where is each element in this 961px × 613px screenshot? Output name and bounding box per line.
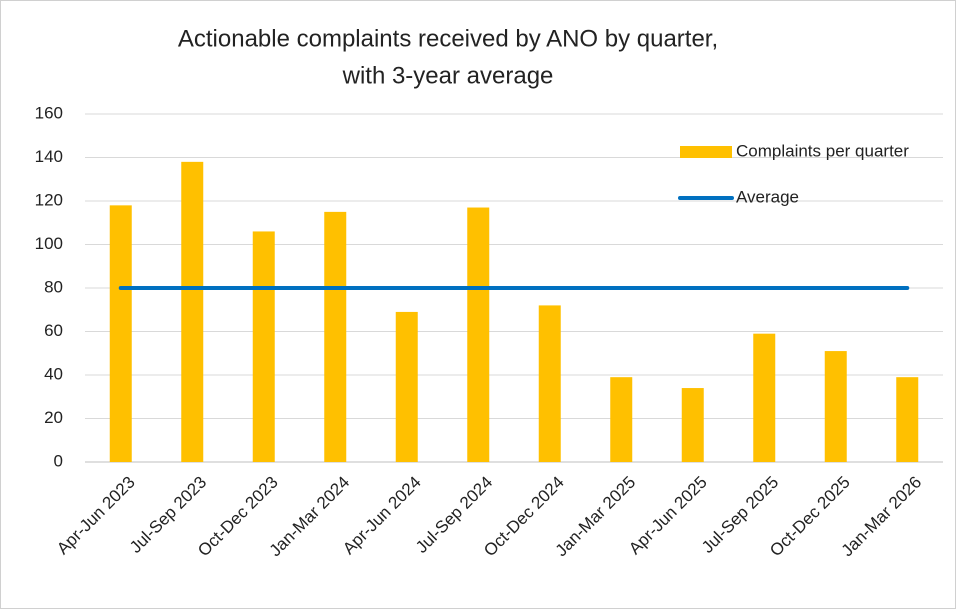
bar — [324, 211, 347, 462]
bar — [824, 351, 847, 462]
chart-title: Actionable complaints received by ANO by… — [178, 25, 718, 52]
bar — [610, 377, 633, 462]
y-tick-label: 100 — [35, 234, 63, 253]
y-tick-label: 160 — [35, 103, 63, 122]
bar — [395, 311, 418, 462]
y-tick-label: 20 — [44, 408, 63, 427]
y-tick-label: 140 — [35, 147, 63, 166]
bar — [252, 231, 275, 462]
bar — [181, 161, 204, 462]
bar — [538, 305, 561, 462]
y-tick-label: 0 — [54, 451, 63, 470]
y-tick-label: 40 — [44, 364, 63, 383]
y-tick-label: 120 — [35, 190, 63, 209]
bar — [896, 377, 919, 462]
bar — [467, 207, 490, 462]
legend-label: Complaints per quarter — [736, 141, 909, 160]
y-tick-label: 80 — [44, 277, 63, 296]
bar — [753, 333, 776, 462]
legend-swatch — [680, 146, 732, 158]
y-tick-label: 60 — [44, 321, 63, 340]
legend-label: Average — [736, 187, 799, 206]
chart-title: with 3-year average — [342, 62, 554, 89]
bar — [681, 388, 704, 462]
bar — [109, 205, 132, 462]
